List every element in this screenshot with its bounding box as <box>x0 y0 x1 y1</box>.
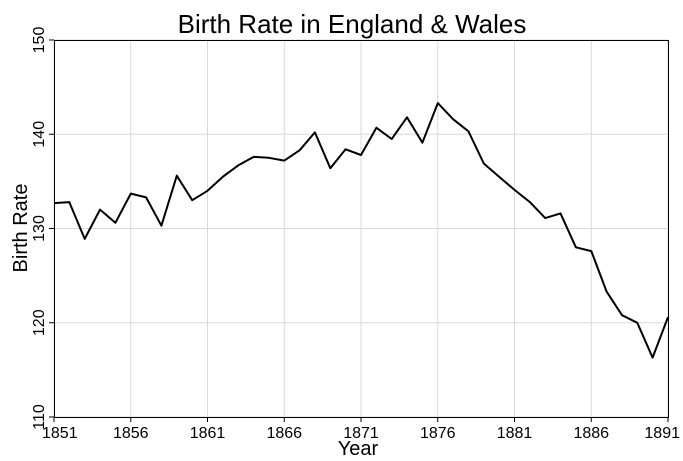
x-tick-label: 1856 <box>113 425 149 442</box>
y-tick-label: 120 <box>31 309 48 336</box>
y-tick-label: 110 <box>31 404 48 430</box>
y-tick-label: 150 <box>31 27 48 54</box>
gridlines <box>53 39 669 418</box>
y-tick-label: 130 <box>31 215 48 242</box>
x-tick-label: 1861 <box>190 425 226 442</box>
x-tick-label: 1886 <box>573 425 609 442</box>
x-tick-label: 1876 <box>420 425 456 442</box>
y-axis-label: Birth Rate <box>10 184 32 273</box>
x-tick-label: 1891 <box>644 425 680 442</box>
series-layer <box>53 102 669 359</box>
axis-ticks: 1851 1856 1861 1866 1871 1876 1881 1886 1891 110 1… <box>31 27 680 442</box>
chart-title: Birth Rate in England & Wales <box>178 9 527 39</box>
x-tick-label: 1881 <box>497 425 533 442</box>
x-tick-label: 1851 <box>42 425 78 442</box>
y-tick-label: 140 <box>31 121 48 148</box>
x-axis-label: Year <box>338 438 379 460</box>
x-tick-label: 1871 <box>343 425 379 442</box>
series-line <box>53 102 669 359</box>
x-tick-label: 1866 <box>266 425 302 442</box>
